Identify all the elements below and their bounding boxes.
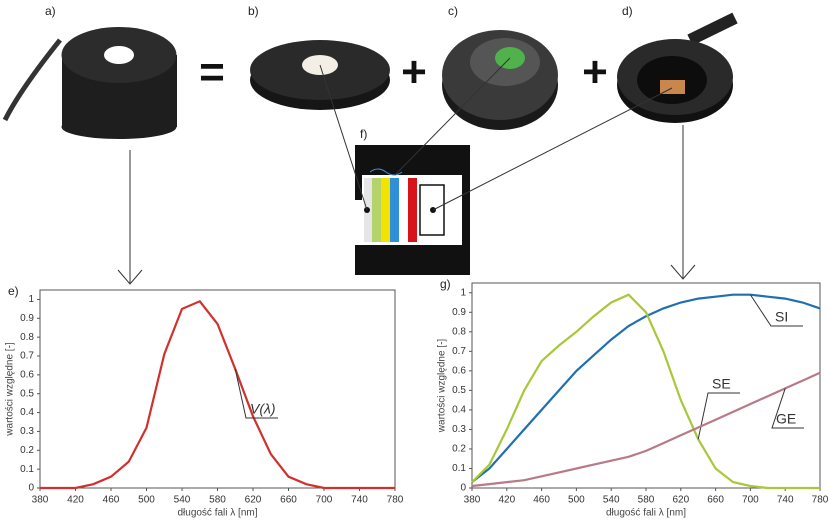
series-line <box>40 301 395 488</box>
y-tick-label: 1 <box>28 294 34 305</box>
x-tick-label: 780 <box>812 495 828 506</box>
series-label: SE <box>712 376 731 392</box>
x-tick-label: 620 <box>245 495 262 506</box>
x-tick-label: 740 <box>777 495 794 506</box>
y-tick-label: 0.4 <box>452 405 466 416</box>
x-axis-label: długość fali λ [nm] <box>177 508 257 519</box>
series-line <box>472 295 820 488</box>
panel-label: b) <box>248 4 259 18</box>
y-tick-label: 0.3 <box>452 424 466 435</box>
x-axis-label: długość fali λ [nm] <box>606 508 686 519</box>
panel-label: c) <box>448 4 458 18</box>
x-tick-label: 700 <box>316 495 333 506</box>
x-tick-label: 380 <box>464 495 481 506</box>
series-label: GE <box>776 411 796 427</box>
y-tick-label: 0.4 <box>20 407 34 418</box>
photo-filter <box>442 30 558 130</box>
operator: = <box>199 48 225 97</box>
y-axis-label: wartości względne [-] <box>5 342 16 437</box>
x-tick-label: 580 <box>209 495 226 506</box>
plot-frame <box>40 290 395 488</box>
y-tick-label: 0.9 <box>452 307 466 318</box>
x-tick-label: 540 <box>603 495 620 506</box>
cross-section <box>355 145 470 275</box>
y-tick-label: 0.1 <box>20 464 34 475</box>
panel-label: d) <box>622 4 633 18</box>
x-tick-label: 460 <box>533 495 550 506</box>
y-tick-label: 0.5 <box>20 388 34 399</box>
figure: a) = b) + c) + d) f) <box>0 0 828 523</box>
x-tick-label: 660 <box>280 495 297 506</box>
y-tick-label: 0.5 <box>452 385 466 396</box>
x-tick-label: 460 <box>103 495 120 506</box>
y-tick-label: 0.7 <box>452 346 466 357</box>
y-axis-label: wartości względne [-] <box>437 339 448 434</box>
x-tick-label: 500 <box>568 495 585 506</box>
x-tick-label: 620 <box>672 495 689 506</box>
x-tick-label: 420 <box>67 495 84 506</box>
panel-label: e) <box>8 284 19 298</box>
y-tick-label: 0.2 <box>20 445 34 456</box>
x-tick-label: 380 <box>32 495 49 506</box>
x-tick-label: 540 <box>174 495 191 506</box>
y-tick-label: 0.6 <box>20 369 34 380</box>
x-tick-label: 660 <box>707 495 724 506</box>
photo-sensor <box>5 27 177 139</box>
x-tick-label: 500 <box>138 495 155 506</box>
y-tick-label: 0.2 <box>452 444 466 455</box>
annotation-leader <box>698 393 740 439</box>
y-tick-label: 0.3 <box>20 426 34 437</box>
panel-label: g) <box>440 277 451 291</box>
y-tick-label: 0.7 <box>20 351 34 362</box>
x-tick-label: 700 <box>742 495 759 506</box>
x-tick-label: 780 <box>387 495 404 506</box>
y-tick-label: 0.1 <box>452 463 466 474</box>
y-tick-label: 0 <box>460 483 466 494</box>
series-label: SI <box>775 309 788 325</box>
y-tick-label: 0.9 <box>20 313 34 324</box>
x-tick-label: 580 <box>638 495 655 506</box>
y-tick-label: 0.8 <box>20 332 34 343</box>
photo-diffuser <box>250 40 390 110</box>
x-tick-label: 740 <box>351 495 368 506</box>
y-tick-label: 1 <box>460 287 466 298</box>
y-tick-label: 0.6 <box>452 365 466 376</box>
operator: + <box>401 48 427 97</box>
panel-label: f) <box>360 127 367 141</box>
operator: + <box>582 48 608 97</box>
y-tick-label: 0 <box>28 483 34 494</box>
x-tick-label: 420 <box>498 495 515 506</box>
y-tick-label: 0.8 <box>452 326 466 337</box>
series-label: V(λ) <box>250 401 276 417</box>
panel-label: a) <box>45 4 56 18</box>
